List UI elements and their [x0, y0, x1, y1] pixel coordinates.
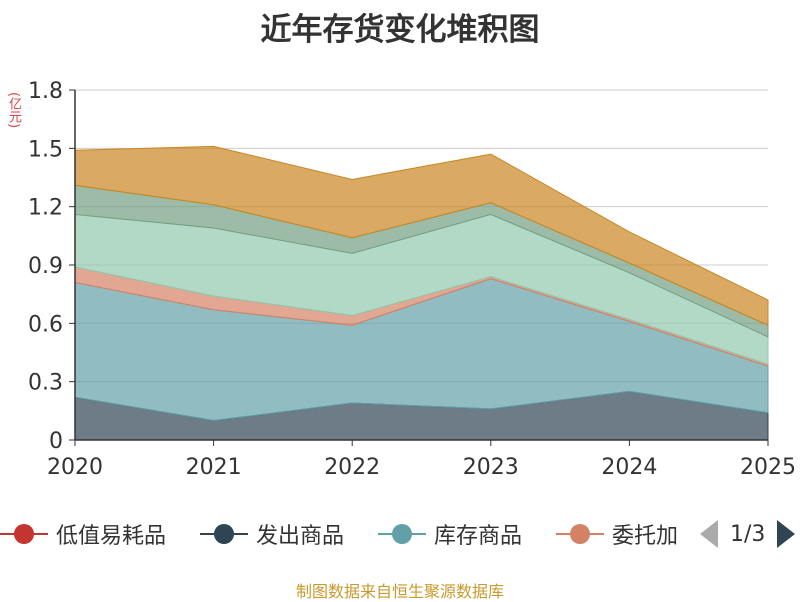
legend-label: 委托加	[612, 524, 679, 549]
x-tick-label: 2022	[324, 455, 380, 480]
y-axis-unit: (亿元)	[6, 92, 21, 129]
legend-marker-icon	[556, 516, 604, 552]
legend-marker-icon	[0, 516, 48, 552]
legend-marker-icon	[200, 516, 248, 552]
y-tick-label: 0.3	[28, 371, 63, 396]
legend-next-page-icon[interactable]	[777, 520, 796, 548]
x-tick-label: 2025	[740, 455, 796, 480]
legend-pager: 1/3	[700, 516, 796, 552]
legend-dot	[14, 524, 34, 544]
data-source-note: 制图数据来自恒生聚源数据库	[295, 582, 504, 601]
legend-dot	[570, 524, 590, 544]
y-tick-label: 1.2	[28, 196, 63, 221]
legend-prev-page-icon[interactable]	[700, 520, 718, 548]
legend-page-indicator: 1/3	[730, 521, 766, 547]
series-area-5	[74, 145, 769, 327]
y-tick-label: 0.6	[28, 312, 63, 337]
legend-item-1[interactable]: 发出商品	[200, 516, 344, 552]
y-tick-label: 0.9	[28, 254, 63, 279]
x-tick-label: 2023	[463, 455, 519, 480]
legend-item-2[interactable]: 库存商品	[378, 516, 522, 552]
legend-dot	[392, 524, 412, 544]
y-tick-label: 1.5	[28, 137, 63, 162]
x-tick-label: 2021	[186, 455, 242, 480]
legend-label: 发出商品	[256, 524, 345, 549]
legend-dot	[214, 524, 234, 544]
legend-marker-icon	[378, 516, 426, 552]
chart-title: 近年存货变化堆积图	[260, 12, 540, 48]
x-tick-label: 2020	[47, 455, 103, 480]
x-tick-label: 2024	[601, 455, 657, 480]
legend-item-0[interactable]: 低值易耗品	[0, 516, 166, 552]
chart-area: 0 0.3 0.6 0.9 1.2 1.5 1.8 2020 2021 2022 2023 2024 2…	[28, 79, 796, 480]
legend-label: 低值易耗品	[56, 524, 167, 549]
legend: 低值易耗品 发出商品 库存商品 委托加	[0, 516, 800, 552]
y-tick-label: 1.8	[28, 79, 63, 104]
legend-label: 库存商品	[434, 524, 523, 549]
legend-item-3[interactable]: 委托加	[556, 516, 678, 552]
y-tick-label: 0	[49, 429, 63, 454]
